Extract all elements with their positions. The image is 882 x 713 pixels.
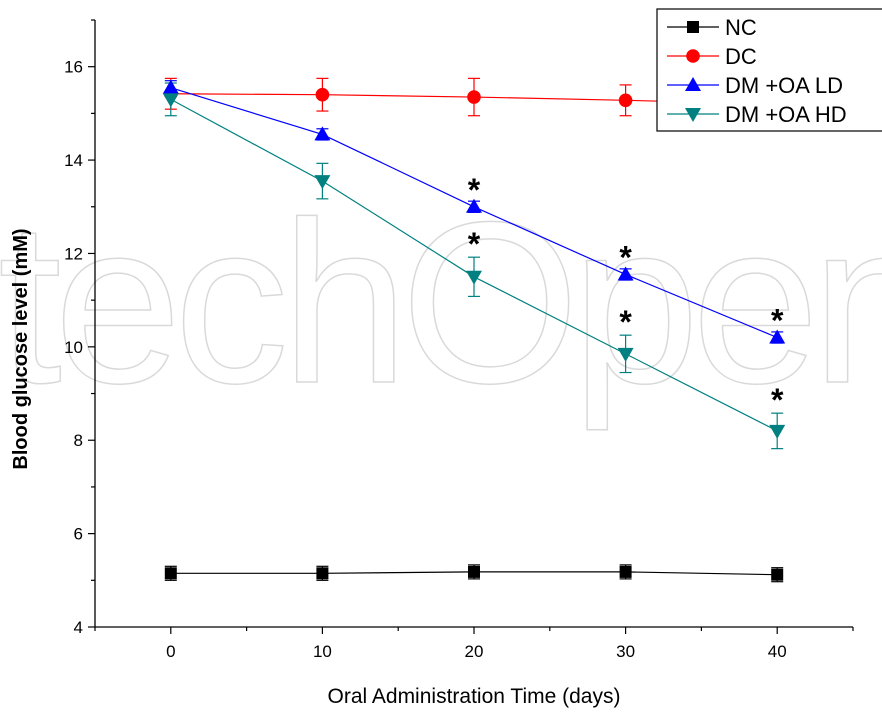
- legend-label: DC: [725, 44, 757, 69]
- data-point-dc: [618, 93, 633, 108]
- x-tick-label: 40: [768, 642, 787, 661]
- watermark: techOpen: [0, 174, 882, 431]
- data-markers: [162, 79, 786, 581]
- data-point-dm-oa-ld: [162, 79, 179, 94]
- significance-star-dm-oa-hd: *: [468, 226, 481, 262]
- legend-marker: [685, 108, 701, 122]
- y-tick-label: 16: [64, 58, 83, 77]
- data-point-nc: [316, 567, 329, 580]
- y-tick-label: 8: [74, 431, 83, 450]
- legend-marker: [687, 21, 699, 33]
- data-point-dm-oa-ld: [466, 198, 482, 213]
- data-point-nc: [164, 567, 177, 580]
- y-tick-label: 6: [74, 525, 83, 544]
- data-point-dm-oa-hd: [466, 270, 482, 285]
- data-point-dm-oa-ld: [314, 126, 331, 141]
- y-tick-label: 10: [64, 338, 83, 357]
- y-axis-title: Blood glucose level (mM): [10, 228, 32, 469]
- data-point-dm-oa-hd: [617, 347, 634, 362]
- significance-star-dm-oa-hd: *: [771, 382, 784, 418]
- legend-label: DM +OA LD: [725, 73, 843, 98]
- legend-marker: [685, 77, 701, 91]
- data-point-dm-oa-hd: [314, 175, 331, 190]
- significance-star-dm-oa-ld: *: [771, 303, 784, 339]
- x-tick-label: 30: [616, 642, 635, 661]
- data-point-nc: [619, 565, 632, 578]
- significance-star-dm-oa-hd: *: [619, 304, 632, 340]
- data-point-dm-oa-hd: [162, 93, 179, 108]
- data-point-nc: [468, 565, 480, 578]
- significance-markers: * * * * * *: [468, 172, 784, 418]
- legend-label: DM +OA HD: [725, 102, 847, 127]
- x-tick-label: 20: [465, 642, 484, 661]
- axes: 0 10 20 30 40 4 6 8 10 12 14 16: [64, 19, 854, 661]
- data-point-dc: [467, 90, 481, 104]
- x-axis-title: Oral Administration Time (days): [328, 685, 621, 708]
- data-point-dc: [315, 87, 330, 102]
- y-tick-label: 12: [64, 244, 83, 263]
- legend: NC DC DM +OA LD DM +OA HD: [656, 8, 882, 132]
- x-tick-label: 10: [313, 642, 332, 661]
- data-point-dm-oa-hd: [769, 424, 786, 439]
- significance-star-dm-oa-ld: *: [468, 172, 481, 208]
- legend-marker: [686, 49, 700, 63]
- legend-label: NC: [725, 15, 757, 40]
- x-tick-label: 0: [166, 642, 175, 661]
- y-tick-label: 4: [74, 618, 83, 637]
- data-point-nc: [771, 568, 784, 581]
- data-point-dm-oa-ld: [769, 329, 786, 344]
- significance-star-dm-oa-ld: *: [619, 239, 632, 275]
- data-point-dm-oa-ld: [617, 266, 634, 281]
- y-tick-label: 14: [64, 151, 83, 170]
